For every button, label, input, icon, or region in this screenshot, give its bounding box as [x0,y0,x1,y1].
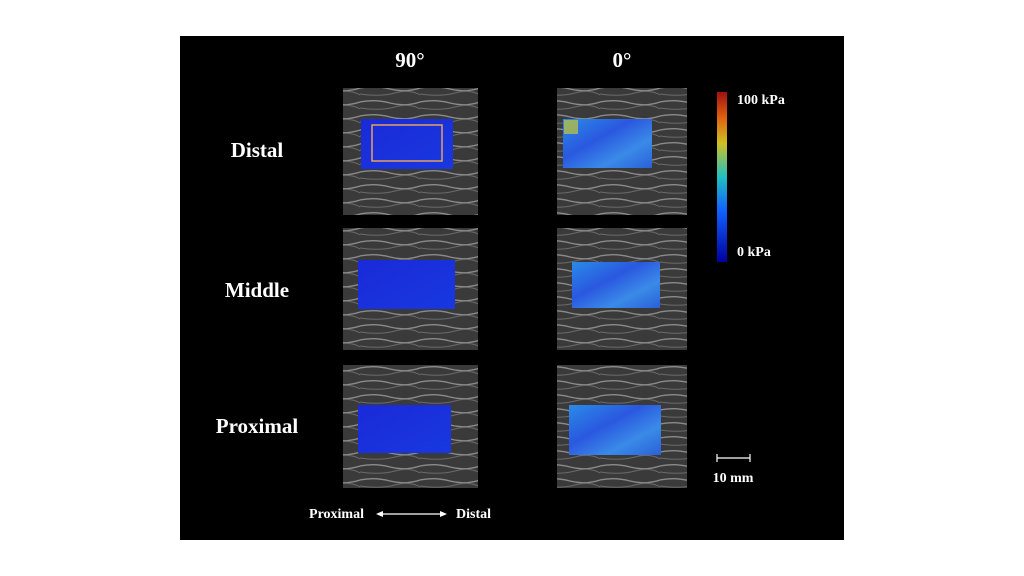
elasticity-map [572,262,660,308]
scale-bar [716,454,751,462]
roi-box [371,124,443,162]
column-header: 0° [613,48,632,72]
colorbar-max-label: 100 kPa [737,93,785,108]
colorbar-min-label: 0 kPa [737,245,771,260]
direction-left: Proximal [309,507,364,522]
elasticity-map [358,405,451,453]
elasticity-map [358,260,455,309]
row-label: Middle [225,278,289,302]
ultrasound-images [343,88,687,488]
row-label: Distal [231,138,284,162]
column-header: 90° [395,48,424,72]
stiff-spot [564,120,578,134]
elasticity-map [569,405,661,455]
row-label: Proximal [216,414,299,438]
direction-right: Distal [456,507,491,522]
colorbar [717,92,727,262]
direction-arrow [376,511,447,517]
scale-bar-label: 10 mm [713,471,754,486]
panel [180,36,844,540]
